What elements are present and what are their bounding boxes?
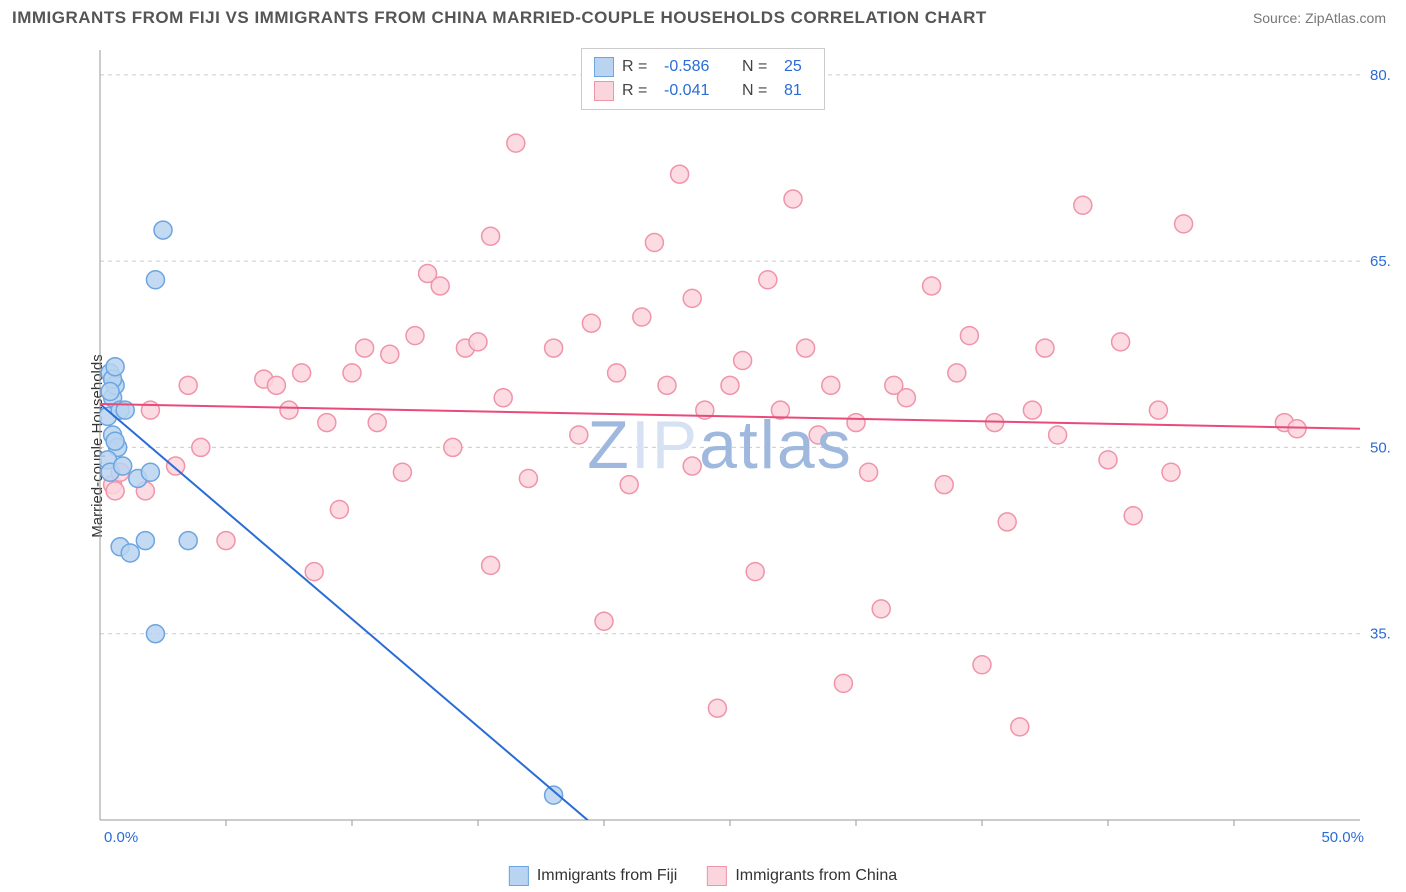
legend-row-china: R = -0.041 N = 81	[594, 79, 812, 103]
n-value-china: 81	[784, 82, 812, 100]
svg-text:65.0%: 65.0%	[1370, 253, 1390, 270]
swatch-fiji	[594, 57, 614, 77]
source-attribution: Source: ZipAtlas.com	[1253, 10, 1386, 26]
n-label: N =	[742, 82, 776, 100]
legend-label-china: Immigrants from China	[735, 867, 897, 885]
legend-item-china: Immigrants from China	[707, 866, 897, 886]
chart-svg: 35.0% 50.0% 65.0% 80.0% 0.0% 50.0%	[50, 40, 1390, 850]
chart-container: IMMIGRANTS FROM FIJI VS IMMIGRANTS FROM …	[0, 0, 1406, 892]
correlation-legend: R = -0.586 N = 25 R = -0.041 N = 81	[581, 48, 825, 110]
svg-text:35.0%: 35.0%	[1370, 626, 1390, 643]
r-value-fiji: -0.586	[664, 58, 722, 76]
svg-text:80.0%: 80.0%	[1370, 67, 1390, 84]
swatch-china	[594, 81, 614, 101]
chart-title: IMMIGRANTS FROM FIJI VS IMMIGRANTS FROM …	[12, 8, 987, 28]
n-label: N =	[742, 58, 776, 76]
r-label: R =	[622, 58, 656, 76]
r-value-china: -0.041	[664, 82, 722, 100]
r-label: R =	[622, 82, 656, 100]
n-value-fiji: 25	[784, 58, 812, 76]
swatch-fiji	[509, 866, 529, 886]
svg-text:0.0%: 0.0%	[104, 829, 138, 846]
legend-label-fiji: Immigrants from Fiji	[537, 867, 677, 885]
series-legend: Immigrants from Fiji Immigrants from Chi…	[509, 866, 897, 886]
svg-text:50.0%: 50.0%	[1370, 439, 1390, 456]
swatch-china	[707, 866, 727, 886]
legend-item-fiji: Immigrants from Fiji	[509, 866, 677, 886]
source-link[interactable]: ZipAtlas.com	[1305, 10, 1386, 26]
legend-row-fiji: R = -0.586 N = 25	[594, 55, 812, 79]
source-prefix: Source:	[1253, 10, 1305, 26]
chart-plot-area: 35.0%50.0%65.0%80.0%0.0%50.0% ZIPatlas	[50, 40, 1390, 850]
svg-text:50.0%: 50.0%	[1321, 829, 1364, 846]
